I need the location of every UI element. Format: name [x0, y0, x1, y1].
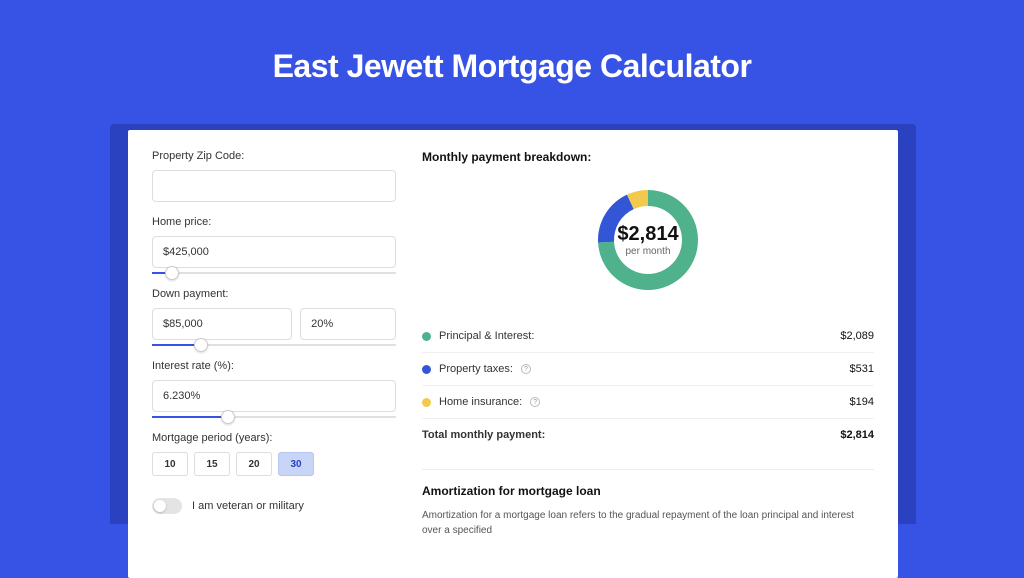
- breakdown-value: $2,089: [840, 330, 874, 342]
- slider-fill: [152, 416, 228, 418]
- down-payment-slider[interactable]: [152, 344, 396, 346]
- breakdown-total-row: Total monthly payment: $2,814: [422, 418, 874, 451]
- interest-group: Interest rate (%):: [152, 360, 396, 418]
- interest-slider[interactable]: [152, 416, 396, 418]
- breakdown-row: Property taxes:? $531: [422, 352, 874, 385]
- calculator-card: Property Zip Code: Home price: Down paym…: [128, 130, 898, 578]
- home-price-label: Home price:: [152, 216, 396, 228]
- down-payment-label: Down payment:: [152, 288, 396, 300]
- slider-thumb[interactable]: [221, 410, 235, 424]
- period-option-30[interactable]: 30: [278, 452, 314, 476]
- period-group: Mortgage period (years): 10152030: [152, 432, 396, 476]
- home-price-group: Home price:: [152, 216, 396, 274]
- breakdown-label: Property taxes:: [439, 363, 513, 375]
- interest-label: Interest rate (%):: [152, 360, 396, 372]
- donut-chart: $2,814 per month: [586, 178, 710, 302]
- breakdown-title: Monthly payment breakdown:: [422, 150, 874, 164]
- breakdown-value: $531: [850, 363, 874, 375]
- breakdown-label: Principal & Interest:: [439, 330, 534, 342]
- home-price-slider[interactable]: [152, 272, 396, 274]
- veteran-label: I am veteran or military: [192, 500, 304, 512]
- breakdown-row: Home insurance:? $194: [422, 385, 874, 418]
- home-price-input[interactable]: [152, 236, 396, 268]
- help-icon[interactable]: ?: [521, 364, 531, 374]
- period-option-20[interactable]: 20: [236, 452, 272, 476]
- amort-title: Amortization for mortgage loan: [422, 469, 874, 498]
- breakdown-value: $194: [850, 396, 874, 408]
- form-column: Property Zip Code: Home price: Down paym…: [152, 150, 396, 538]
- slider-thumb[interactable]: [165, 266, 179, 280]
- zip-input[interactable]: [152, 170, 396, 202]
- interest-input[interactable]: [152, 380, 396, 412]
- breakdown-rows: Principal & Interest: $2,089 Property taxe…: [422, 320, 874, 418]
- zip-field-group: Property Zip Code:: [152, 150, 396, 202]
- total-label: Total monthly payment:: [422, 429, 545, 441]
- donut-sub: per month: [625, 246, 670, 257]
- down-payment-percent-input[interactable]: [300, 308, 396, 340]
- legend-dot: [422, 332, 431, 341]
- legend-dot: [422, 365, 431, 374]
- donut-chart-wrap: $2,814 per month: [422, 178, 874, 302]
- breakdown-label: Home insurance:: [439, 396, 522, 408]
- total-value: $2,814: [840, 429, 874, 441]
- legend-dot: [422, 398, 431, 407]
- breakdown-row: Principal & Interest: $2,089: [422, 320, 874, 352]
- period-option-15[interactable]: 15: [194, 452, 230, 476]
- page-root: East Jewett Mortgage Calculator Property…: [0, 0, 1024, 512]
- help-icon[interactable]: ?: [530, 397, 540, 407]
- slider-thumb[interactable]: [194, 338, 208, 352]
- zip-label: Property Zip Code:: [152, 150, 396, 162]
- breakdown-column: Monthly payment breakdown: $2,814 per mo…: [422, 150, 874, 538]
- down-payment-group: Down payment:: [152, 288, 396, 346]
- amort-text: Amortization for a mortgage loan refers …: [422, 508, 874, 538]
- donut-amount: $2,814: [617, 223, 679, 245]
- period-option-10[interactable]: 10: [152, 452, 188, 476]
- page-title: East Jewett Mortgage Calculator: [0, 0, 1024, 85]
- period-label: Mortgage period (years):: [152, 432, 396, 444]
- down-payment-amount-input[interactable]: [152, 308, 292, 340]
- period-options: 10152030: [152, 452, 396, 476]
